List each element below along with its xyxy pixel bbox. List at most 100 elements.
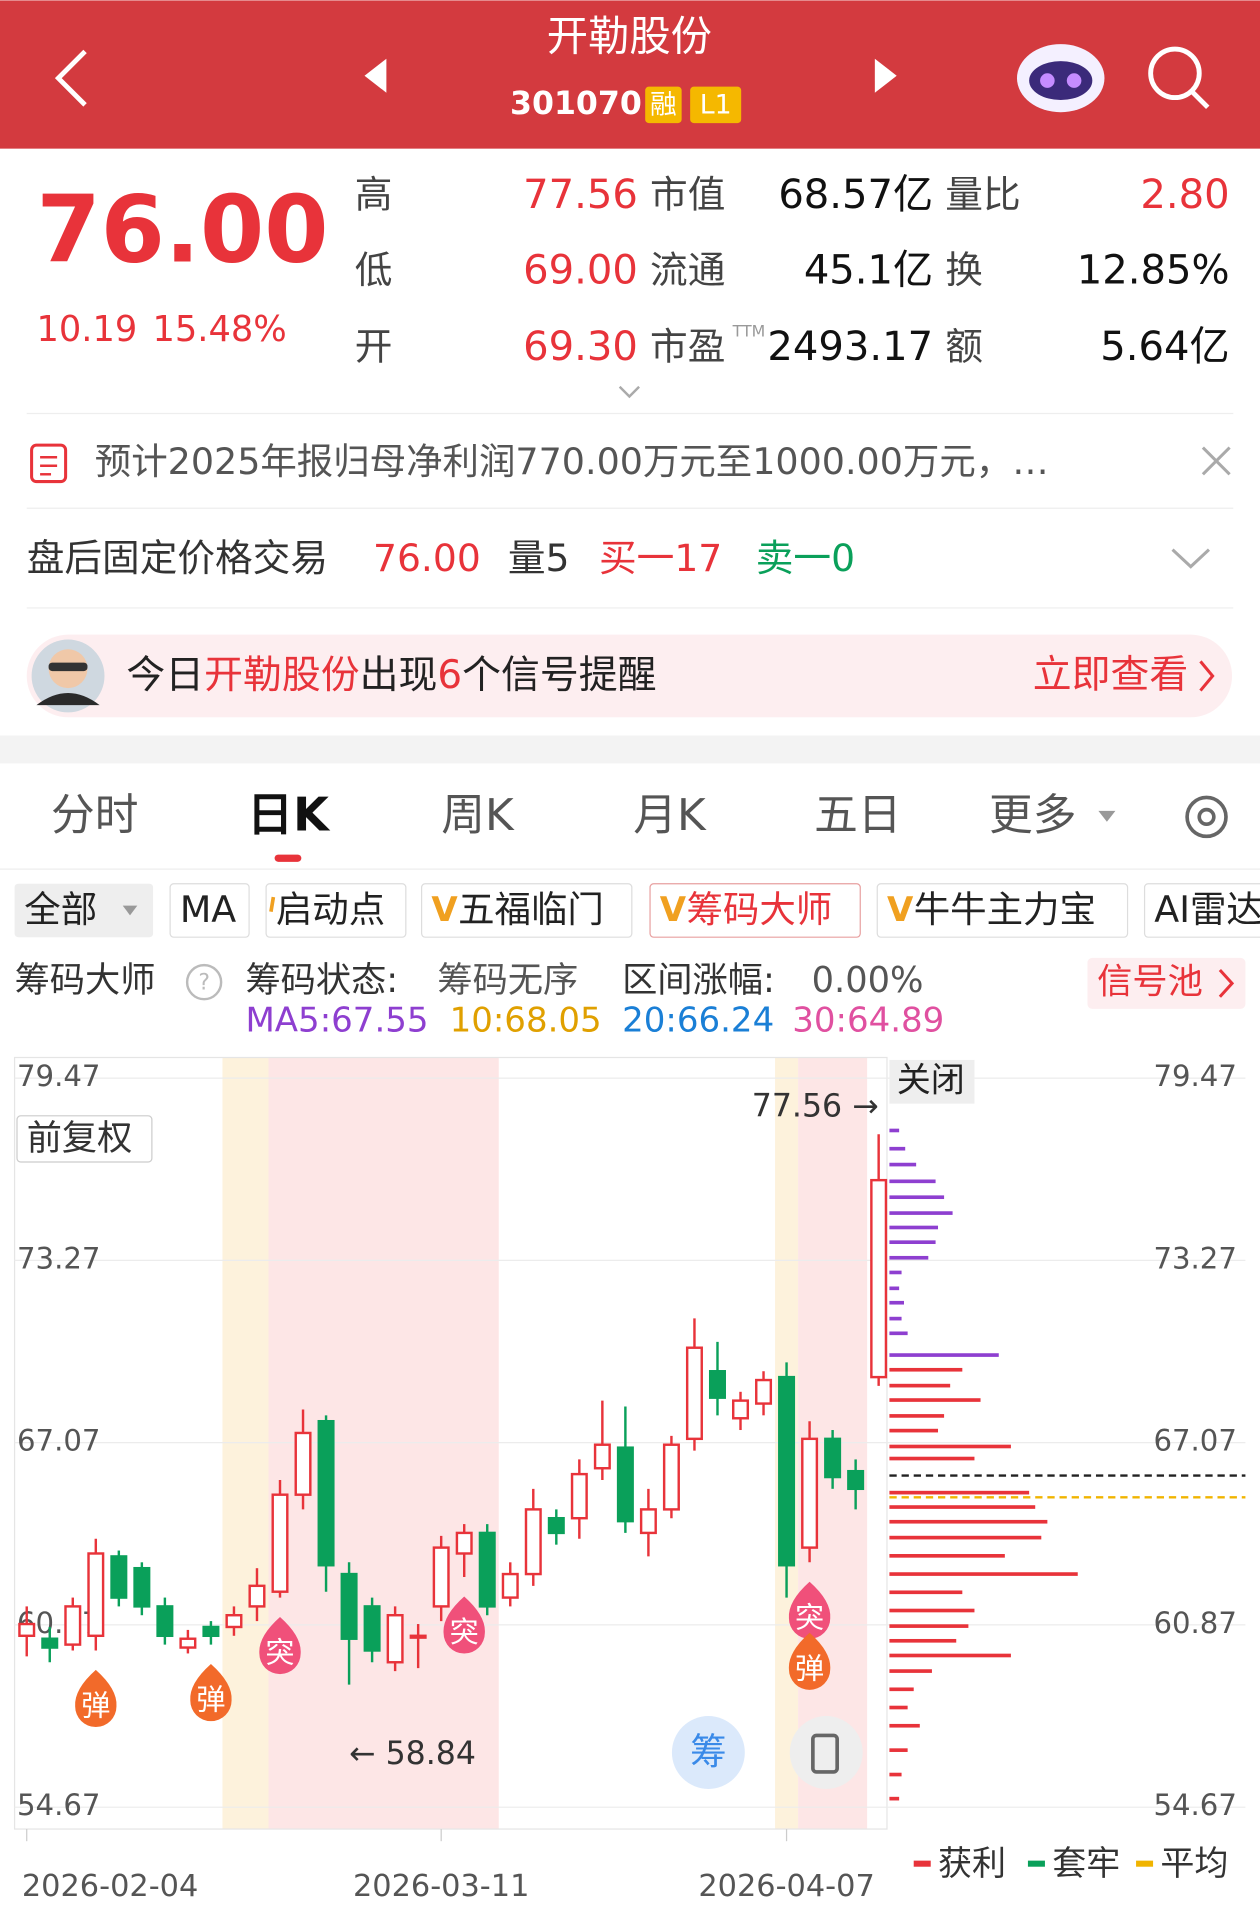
signal-label: 突 (265, 1636, 294, 1670)
ma-legend: MA5:67.55 10:68.05 20:66.24 30:64.89 (245, 1001, 944, 1041)
svg-text:筹: 筹 (690, 1730, 726, 1773)
indicator-tab-bg[interactable] (14, 883, 154, 938)
v-icon: V (887, 890, 914, 930)
period-tab[interactable]: 分时 (51, 790, 138, 841)
signal-badge[interactable] (190, 1664, 232, 1722)
indicator-tab-bg[interactable] (169, 883, 250, 938)
banner-action[interactable]: 立即查看 (1033, 653, 1189, 698)
back-button[interactable] (54, 49, 87, 107)
candle-body (824, 1437, 842, 1479)
signal-badge[interactable] (443, 1596, 485, 1654)
chip-bar (889, 1624, 969, 1628)
candle-body (409, 1634, 427, 1639)
adjust-label[interactable]: 前复权 (27, 1118, 133, 1159)
after-hours-expand[interactable] (1171, 548, 1211, 569)
prev-stock[interactable] (364, 58, 387, 93)
chip-button[interactable]: 筹 (671, 1716, 745, 1789)
chip-bar (889, 1456, 975, 1461)
candle-body (340, 1572, 358, 1640)
last-price: 76.00 (36, 176, 328, 284)
chip-bar (889, 1428, 939, 1433)
settings-icon[interactable] (1185, 795, 1228, 839)
signal-label: 突 (450, 1615, 479, 1649)
adjust-box[interactable] (16, 1115, 153, 1163)
stock-name: 开勒股份 (547, 12, 712, 60)
quote-label-sup: TTM (732, 322, 766, 341)
indicator-tab-bg[interactable] (1143, 883, 1260, 938)
indicator-tab[interactable]: 筹码大师 (686, 888, 832, 931)
banner-count: 6 (437, 653, 462, 698)
expand-chevron[interactable] (618, 385, 640, 399)
quote-value: 2.80 (1140, 172, 1229, 218)
search-icon[interactable] (1148, 46, 1210, 110)
period-tab[interactable]: 周K (441, 790, 515, 841)
stock-code: 301070 (510, 86, 642, 122)
close-button[interactable]: 关闭 (897, 1060, 965, 1100)
period-tab[interactable]: 五日 (814, 790, 901, 841)
signal-badge[interactable] (75, 1669, 117, 1728)
close-button-bg[interactable] (889, 1059, 975, 1104)
chip-legend-swatch (1027, 1860, 1045, 1867)
indicator-tab-bg[interactable] (421, 883, 633, 938)
chip-bar (889, 1146, 906, 1151)
indicator-tab[interactable]: 牛牛主力宝 (914, 888, 1096, 931)
help-icon[interactable]: ? (185, 963, 223, 1001)
indicator-tab[interactable]: 启动点 (276, 888, 385, 931)
chip-bar (889, 1638, 957, 1643)
indicator-tab-bg[interactable] (649, 883, 861, 938)
candle-body (87, 1552, 105, 1638)
indicator-tab[interactable]: 全部 (24, 888, 97, 931)
chip-legend-label: 套牢 (1052, 1844, 1120, 1884)
chip-bar (889, 1796, 900, 1801)
candle-body (202, 1625, 220, 1638)
banner-text: 今日开勒股份出现6个信号提醒 (126, 653, 656, 698)
indicator-tab[interactable]: 五福临门 (458, 888, 604, 931)
signal-label: 弹 (795, 1651, 824, 1685)
signal-badge[interactable] (788, 1632, 831, 1690)
indicator-tab-bg[interactable] (876, 883, 1129, 938)
level-tag: L1 (700, 90, 732, 121)
next-stock[interactable] (874, 58, 897, 93)
period-tab[interactable]: 日K (247, 788, 331, 842)
indicator-tab[interactable]: AI雷达 (1154, 888, 1260, 931)
quote-value: 68.57亿 (778, 172, 933, 218)
period-tab[interactable]: 更多 (989, 790, 1076, 841)
y-tick-label-left: 73.27 (17, 1241, 100, 1275)
signal-pool[interactable]: 信号池 (1097, 961, 1203, 1002)
rotate-button[interactable] (789, 1716, 863, 1789)
notice-icon (30, 443, 68, 484)
y-tick-label-right: 73.27 (1153, 1241, 1236, 1275)
quote-value: 5.64亿 (1100, 324, 1229, 370)
y-tick-label-right: 60.87 (1153, 1606, 1236, 1640)
chip-legend-label: 平均 (1160, 1844, 1228, 1884)
status-value: 筹码无序 (437, 960, 578, 1001)
signal-badge[interactable] (788, 1581, 831, 1639)
avatar (31, 639, 105, 713)
robot-icon[interactable] (1016, 44, 1105, 113)
candle-body (41, 1637, 59, 1649)
candle-body (110, 1555, 128, 1599)
candle-body (732, 1399, 750, 1420)
candle-body (755, 1378, 773, 1405)
chip-bar (889, 1723, 920, 1728)
chip-bar (889, 1316, 902, 1321)
indicator-tab[interactable]: MA (180, 888, 236, 931)
y-tick-label-right: 67.07 (1153, 1424, 1236, 1458)
notice-text[interactable]: 预计2025年报归母净利润770.00万元至1000.00万元，… (95, 440, 1049, 483)
chip-bar (889, 1398, 981, 1402)
change-pct: 15.48% (152, 309, 286, 350)
after-hours-volume: 量5 (508, 536, 570, 580)
signal-badge[interactable] (259, 1617, 301, 1675)
indicator-tab-bg[interactable] (265, 883, 407, 938)
candle-body (570, 1472, 588, 1520)
chip-bar (889, 1179, 936, 1184)
period-tab[interactable]: 月K (633, 790, 707, 841)
quote-label: 市值 (650, 173, 725, 217)
signal-pool-bg[interactable] (1087, 957, 1246, 1009)
signal-banner[interactable] (26, 634, 1233, 718)
v-icon: V (431, 890, 458, 930)
chip-bar (889, 1195, 945, 1200)
chip-bar (889, 1653, 1011, 1658)
y-tick-label-right: 54.67 (1153, 1788, 1236, 1822)
notice-close[interactable] (1201, 446, 1231, 476)
